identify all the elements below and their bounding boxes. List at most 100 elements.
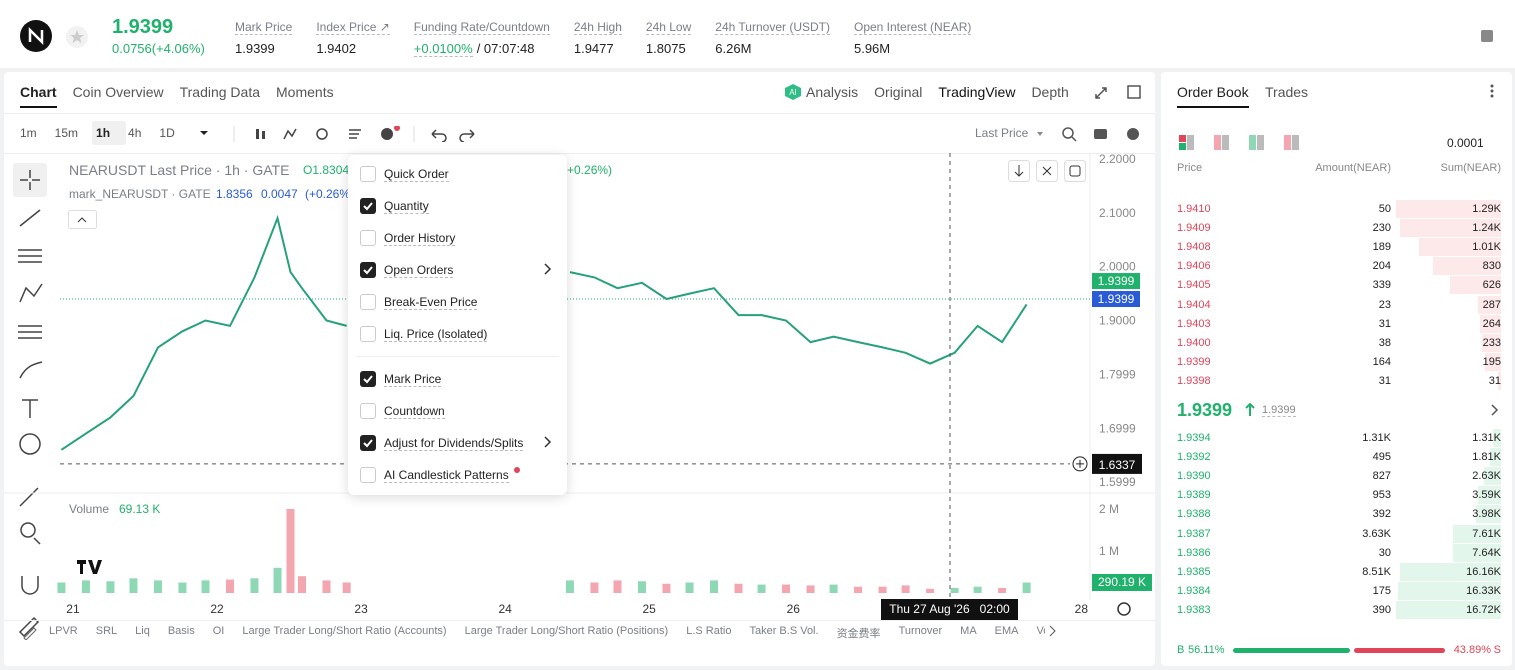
menu-item[interactable]: Countdown — [360, 402, 556, 420]
ob-sum: 1.29K — [1472, 203, 1501, 215]
legend-change: +0.26%) — [567, 163, 613, 177]
stat: Open Interest (NEAR) 5.96M — [853, 18, 972, 56]
volume-bar — [878, 586, 887, 593]
stat-value-text: +0.0100% — [413, 41, 473, 57]
menu-item[interactable]: Quick Order — [360, 165, 556, 183]
column-header: Amount(NEAR) — [1315, 162, 1391, 174]
indicator: OI — [212, 625, 225, 637]
ob-price: 1.9390 — [1177, 470, 1211, 483]
ob-amount: 495 — [1372, 451, 1391, 464]
volume-bar — [298, 576, 307, 593]
volume-bar — [926, 588, 935, 593]
pane-buttons[interactable] — [1008, 160, 1088, 182]
crosshair-time: Thu 27 Aug '26 02:00 — [881, 599, 1018, 620]
menu-label: Liq. Price (Isolated) — [384, 327, 488, 342]
ob-sum: 195 — [1482, 355, 1501, 368]
interval[interactable]: 1D — [159, 126, 175, 140]
view-tabs: Analysis Original TradingView Depth — [806, 84, 1069, 100]
chart-tab[interactable]: Chart — [20, 84, 57, 108]
view-tab[interactable]: Analysis — [806, 84, 859, 100]
view-tab[interactable]: Depth — [1031, 84, 1069, 100]
menu-item[interactable]: Liq. Price (Isolated) — [360, 325, 556, 343]
volume-value: 69.13 K — [119, 502, 161, 516]
drawing-tools[interactable] — [12, 162, 50, 637]
interval-bar: 1m 15m 1h 4h 1D — [20, 126, 175, 140]
ob-tab[interactable]: Order Book — [1177, 84, 1249, 108]
interval[interactable]: 1m — [20, 126, 37, 140]
view-tab[interactable]: Original — [874, 84, 923, 100]
stat-label: Open Interest (NEAR) — [853, 20, 972, 35]
indicator: Basis — [167, 625, 195, 637]
ob-amount: 204 — [1372, 260, 1391, 273]
chevron[interactable] — [1489, 403, 1499, 417]
volume-bar — [998, 587, 1007, 593]
indicator-icon[interactable] — [22, 624, 38, 640]
stat-value-text: 5.96M — [853, 41, 891, 56]
menu-item[interactable]: Adjust for Dividends/Splits — [360, 434, 556, 452]
menu-item[interactable]: Order History — [360, 229, 556, 247]
chart-tab[interactable]: Trading Data — [179, 84, 261, 100]
price-source[interactable]: Last Price — [975, 126, 1029, 140]
menu-item[interactable]: Open Orders — [360, 261, 556, 279]
volume-bar — [201, 580, 210, 593]
chart-tab[interactable]: Coin Overview — [72, 84, 164, 100]
mark-legend-title: mark_NEARUSDT · GATE — [69, 187, 211, 201]
chart-tool-icons[interactable] — [1034, 126, 1144, 142]
favorite-star[interactable] — [65, 25, 89, 49]
stat-value: 5.96M — [854, 41, 971, 56]
stat: 24h Low 1.8075 — [645, 18, 692, 56]
depth-bar — [1478, 486, 1501, 505]
ob-tab[interactable]: Trades — [1265, 84, 1309, 100]
ob-amount: 38 — [1378, 336, 1391, 349]
collapse-legend[interactable] — [68, 210, 98, 230]
depth-bar — [1489, 448, 1501, 467]
menu-label: Open Orders — [384, 263, 454, 278]
checkbox — [360, 371, 376, 387]
volume-bar — [57, 582, 66, 593]
ob-sum: 287 — [1482, 298, 1501, 311]
menu-item[interactable]: Quantity — [360, 197, 556, 215]
interval[interactable]: 15m — [54, 126, 79, 140]
notes-icon[interactable] — [1478, 27, 1496, 45]
ob-amount: 953 — [1372, 489, 1391, 502]
layout-icons[interactable] — [1179, 135, 1299, 151]
depth-bar — [1396, 200, 1501, 218]
menu-item[interactable]: Mark Price — [360, 370, 556, 388]
chart-tab[interactable]: Moments — [276, 84, 334, 100]
ob-sum: 626 — [1482, 279, 1501, 292]
stat-extra: / 07:07:48 — [476, 41, 535, 56]
more-indicators[interactable] — [1047, 624, 1059, 638]
menu-label: Adjust for Dividends/Splits — [384, 436, 524, 451]
buy-tag: B — [1177, 644, 1185, 656]
menu-label: Quick Order — [384, 167, 449, 182]
interval[interactable]: 1h — [96, 126, 111, 140]
stat: Funding Rate/Countdown +0.0100%/ 07:07:48 — [413, 18, 550, 57]
y-tick-label: 2.0000 — [1099, 260, 1136, 274]
ob-sum: 7.61K — [1472, 527, 1501, 540]
mark-legend-price: 1.8356 — [216, 187, 253, 201]
toolbar-icons[interactable] — [196, 126, 486, 142]
interval[interactable]: 4h — [128, 126, 142, 140]
volume-title: Volume — [69, 502, 110, 516]
depth-bar — [1484, 467, 1501, 486]
chart-panel — [4, 72, 1155, 666]
stat: 24h Turnover (USDT) 6.26M — [715, 18, 830, 56]
divider — [4, 153, 1155, 154]
volume-bar — [81, 580, 90, 593]
volume-bar — [153, 580, 162, 593]
menu-item[interactable]: AI Candlestick Patterns — [360, 466, 556, 484]
precision[interactable]: 0.0001 — [1447, 136, 1484, 150]
ob-amount: 8.51K — [1362, 565, 1391, 578]
ob-sum: 3.59K — [1472, 489, 1501, 502]
depth-bar — [1399, 562, 1501, 581]
window-icons[interactable] — [1094, 84, 1144, 102]
menu-item[interactable]: Break-Even Price — [360, 293, 556, 311]
up-arrow — [1245, 402, 1255, 416]
depth-bar — [1433, 257, 1501, 276]
dots[interactable] — [1489, 82, 1495, 100]
ob-amount: 189 — [1372, 241, 1391, 254]
column-header: Sum(NEAR) — [1440, 162, 1501, 174]
view-tab[interactable]: TradingView — [938, 84, 1016, 100]
volume-bar — [806, 585, 815, 593]
